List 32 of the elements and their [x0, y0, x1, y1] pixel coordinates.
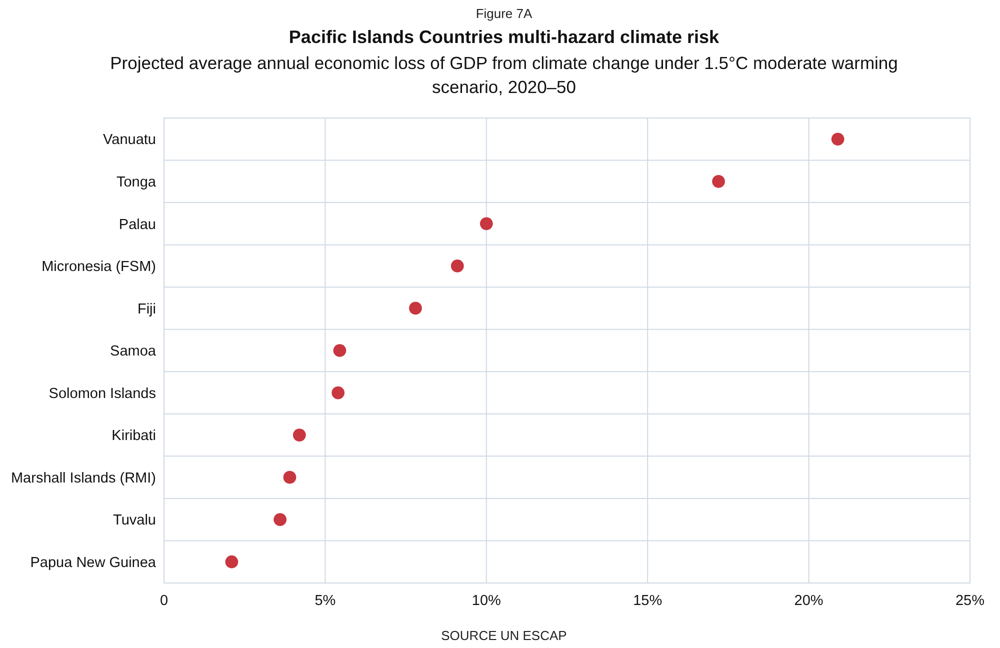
point — [292, 428, 306, 442]
y-tick-label: Tonga — [116, 174, 157, 190]
y-tick-label: Marshall Islands (RMI) — [10, 470, 156, 486]
y-tick-label: Kiribati — [112, 428, 156, 444]
y-tick-label: Micronesia (FSM) — [42, 259, 156, 276]
x-tick-label: 10% — [472, 593, 502, 609]
point — [283, 470, 296, 484]
point — [480, 217, 493, 230]
y-tick-label: Papua New Guinea — [30, 554, 157, 571]
y-tick-label: Vanuatu — [103, 132, 156, 148]
y-tick-label: Palau — [118, 216, 156, 233]
point — [712, 174, 725, 188]
point — [225, 555, 238, 568]
y-tick-label: Samoa — [110, 344, 157, 360]
y-tick-label: Fiji — [137, 301, 156, 318]
x-tick-label: 0 — [160, 593, 168, 609]
x-tick-label: 20% — [794, 593, 824, 609]
point — [333, 344, 346, 357]
y-tick-label: Tuvalu — [113, 512, 156, 529]
point — [831, 132, 844, 146]
source-note: SOURCE UN ESCAP — [441, 628, 567, 643]
x-tick-label: 5% — [314, 593, 336, 609]
point — [332, 386, 345, 400]
chart-subtitle: Projected average annual economic loss of GDP from climate change under 1.5°C moderate warming scenario, 2020–50 — [110, 53, 898, 97]
y-tick-label: Solomon Islands — [48, 386, 156, 402]
caption: Figure 7A — [476, 6, 532, 21]
point — [274, 513, 286, 526]
chart-title: Pacific Islands Countries multi-hazard climate risk — [288, 27, 720, 47]
point — [450, 260, 464, 272]
x-tick-label: 25% — [955, 593, 985, 609]
point — [409, 302, 422, 315]
x-tick-label: 15% — [633, 593, 662, 609]
